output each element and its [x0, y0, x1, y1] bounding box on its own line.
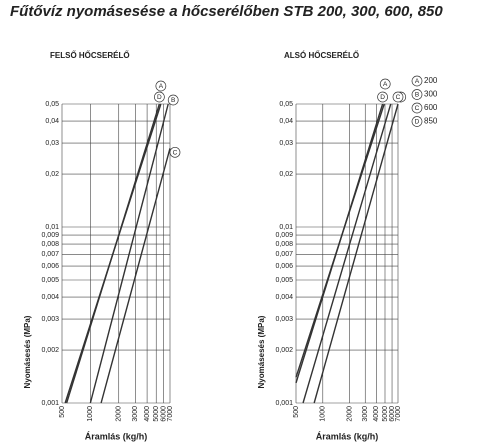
- y-tick-label: 0,008: [275, 241, 293, 248]
- x-axis-label: Áramlás (kg/h): [316, 431, 379, 441]
- legend-label: 200: [424, 76, 438, 85]
- series-line: [65, 103, 161, 404]
- x-tick-label: 5000: [382, 406, 389, 422]
- legend-letter: B: [415, 92, 419, 99]
- x-tick-label: 6000: [389, 406, 396, 422]
- y-tick-label: 0,009: [275, 232, 293, 239]
- series-marker-circle: [392, 91, 404, 103]
- series-marker-circle: [169, 146, 181, 158]
- y-tick-label: 0,007: [275, 251, 293, 258]
- legend-circle: [411, 89, 423, 100]
- legend-label: 600: [424, 103, 438, 112]
- y-tick-label: 0,003: [275, 316, 293, 323]
- series-line: [302, 103, 392, 404]
- y-tick-label: 0,006: [41, 263, 59, 270]
- x-tick-label: 7000: [167, 406, 174, 422]
- y-tick-label: 0,04: [279, 118, 293, 125]
- series-label: D: [157, 94, 162, 101]
- x-tick-label: 1000: [320, 406, 327, 422]
- series-label: C: [173, 150, 178, 157]
- y-tick-label: 0,04: [45, 118, 59, 125]
- series-marker-circle: [167, 94, 179, 106]
- x-tick-label: 4000: [373, 406, 380, 422]
- y-tick-label: 0,01: [279, 224, 293, 231]
- legend-circle: [411, 116, 423, 127]
- legend-letter: C: [415, 105, 420, 112]
- x-tick-label: 7000: [395, 406, 402, 422]
- series-line: [89, 103, 169, 404]
- x-tick-label: 5000: [153, 406, 160, 422]
- y-tick-label: 0,03: [45, 140, 59, 147]
- y-tick-label: 0,05: [45, 101, 59, 108]
- y-tick-label: 0,005: [41, 277, 59, 284]
- series-marker-circle: [154, 91, 165, 103]
- legend-letter: D: [415, 119, 420, 126]
- x-tick-label: 4000: [144, 406, 151, 422]
- y-tick-label: 0,003: [41, 316, 59, 323]
- y-tick-label: 0,004: [275, 294, 293, 301]
- y-tick-label: 0,001: [275, 400, 293, 407]
- y-tick-label: 0,002: [275, 347, 293, 354]
- y-tick-label: 0,03: [279, 140, 293, 147]
- y-tick-label: 0,006: [275, 263, 293, 270]
- series-label: A: [383, 81, 388, 88]
- series-label: A: [159, 83, 164, 90]
- x-tick-label: 3000: [132, 406, 139, 422]
- series-line: [295, 103, 384, 384]
- legend-letter: A: [415, 78, 420, 85]
- series-marker-circle: [155, 80, 167, 92]
- chart-title: ALSÓ HŐCSERÉLŐ: [284, 51, 359, 60]
- series-line: [313, 103, 399, 404]
- x-tick-label: 500: [59, 406, 66, 418]
- y-tick-label: 0,001: [41, 400, 59, 407]
- y-tick-label: 0,008: [41, 241, 59, 248]
- x-tick-label: 6000: [161, 406, 168, 422]
- x-tick-label: 2000: [346, 406, 353, 422]
- legend-label: 300: [424, 90, 438, 99]
- x-tick-label: 500: [293, 406, 300, 418]
- x-tick-label: 1000: [87, 406, 94, 422]
- y-axis-label: Nyomásesés (MPa): [23, 315, 32, 388]
- series-marker-circle: [379, 78, 391, 90]
- x-tick-label: 3000: [362, 406, 369, 422]
- y-tick-label: 0,02: [279, 171, 293, 178]
- legend-circle: [411, 75, 423, 87]
- chart-title: FELSŐ HŐCSERÉLŐ: [50, 51, 130, 60]
- y-tick-label: 0,007: [41, 251, 59, 258]
- series-label: B: [171, 97, 175, 104]
- x-tick-label: 2000: [116, 406, 123, 422]
- x-axis-label: Áramlás (kg/h): [85, 431, 148, 441]
- series-label: D: [380, 94, 385, 101]
- series-marker-circle: [377, 91, 388, 103]
- series-label: C: [396, 94, 401, 101]
- y-tick-label: 0,01: [45, 224, 59, 231]
- y-tick-label: 0,004: [41, 294, 59, 301]
- page-title: Fűtővíz nyomásesése a hőcserélőben STB 2…: [10, 3, 443, 20]
- legend-label: 850: [424, 117, 438, 126]
- y-tick-label: 0,005: [275, 277, 293, 284]
- y-tick-label: 0,05: [279, 101, 293, 108]
- y-tick-label: 0,002: [41, 347, 59, 354]
- y-tick-label: 0,009: [41, 232, 59, 239]
- series-line: [100, 148, 171, 404]
- legend-circle: [411, 102, 423, 114]
- y-axis-label: Nyomásesés (MPa): [257, 315, 266, 388]
- y-tick-label: 0,02: [45, 171, 59, 178]
